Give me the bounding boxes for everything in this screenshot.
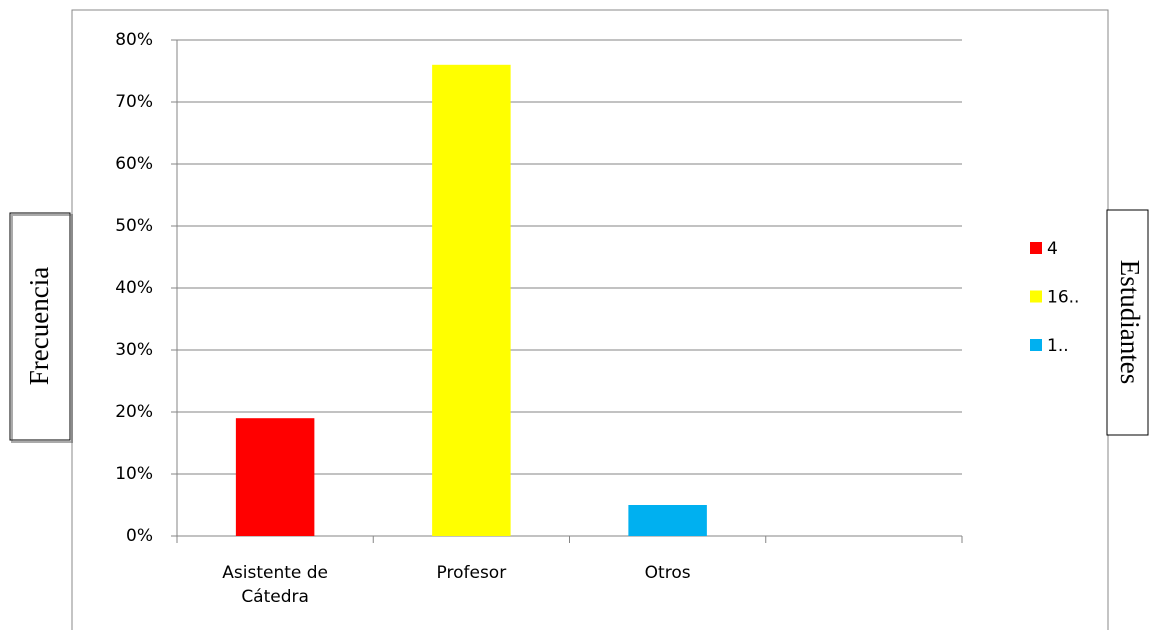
right-title: Estudiantes bbox=[1115, 260, 1145, 384]
legend-swatch bbox=[1030, 242, 1042, 254]
bar bbox=[235, 418, 315, 536]
legend-label: 16.. bbox=[1047, 288, 1079, 308]
y-tick-label: 70% bbox=[115, 92, 153, 112]
bar bbox=[628, 505, 707, 536]
y-tick-label: 30% bbox=[115, 340, 153, 360]
legend-swatch bbox=[1030, 290, 1042, 303]
y-tick-label: 10% bbox=[115, 464, 153, 484]
x-tick-label: Profesor bbox=[436, 563, 507, 583]
right-title-box bbox=[1106, 209, 1149, 436]
bar bbox=[432, 64, 511, 537]
y-title-box bbox=[9, 212, 71, 441]
x-tick-label: Otros bbox=[644, 563, 691, 583]
y-tick-label: 20% bbox=[115, 402, 153, 422]
y-axis-title: Frecuencia bbox=[24, 267, 54, 385]
legend-swatch bbox=[1030, 339, 1042, 351]
y-tick-label: 40% bbox=[115, 278, 153, 298]
y-tick-label: 80% bbox=[115, 30, 153, 50]
x-tick-label: Asistente de Cátedra bbox=[222, 563, 328, 607]
y-tick-label: 60% bbox=[115, 154, 153, 174]
chart-frame bbox=[71, 9, 1109, 630]
y-tick-label: 0% bbox=[126, 526, 153, 546]
legend-label: 4 bbox=[1047, 239, 1058, 259]
legend-label: 1.. bbox=[1047, 336, 1069, 356]
y-tick-label: 50% bbox=[115, 216, 153, 236]
y-title-shadow bbox=[11, 214, 73, 443]
